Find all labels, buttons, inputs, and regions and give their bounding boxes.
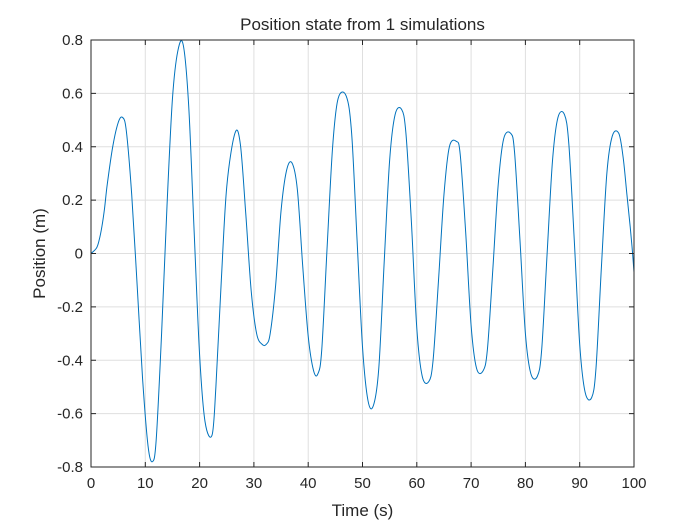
x-tick-label: 30 bbox=[246, 475, 263, 492]
plot-area bbox=[90, 40, 635, 463]
x-tick-label: 100 bbox=[621, 475, 646, 492]
y-tick-label: 0.6 bbox=[62, 85, 83, 102]
x-tick-label: 20 bbox=[191, 475, 208, 492]
y-tick-label: -0.6 bbox=[57, 406, 83, 423]
x-tick-label: 40 bbox=[300, 475, 317, 492]
y-tick-label: -0.8 bbox=[57, 459, 83, 476]
x-tick-label: 0 bbox=[87, 475, 95, 492]
x-tick-label: 60 bbox=[408, 475, 425, 492]
ticks bbox=[90, 39, 635, 468]
y-tick-label: 0.2 bbox=[62, 192, 83, 209]
x-axis-title: Time (s) bbox=[332, 501, 394, 520]
x-tick-label: 10 bbox=[137, 475, 154, 492]
y-tick-labels: -0.8 -0.6 -0.4 -0.2 0 0.2 0.4 0.6 0.8 bbox=[57, 32, 83, 476]
y-axis-title: Position (m) bbox=[30, 208, 49, 299]
y-tick-label: 0.8 bbox=[62, 32, 83, 49]
x-tick-label: 50 bbox=[354, 475, 371, 492]
x-tick-label: 80 bbox=[517, 475, 534, 492]
chart-title: Position state from 1 simulations bbox=[240, 15, 485, 34]
y-tick-label: 0.4 bbox=[62, 139, 83, 156]
y-tick-label: 0 bbox=[75, 246, 83, 263]
x-tick-label: 70 bbox=[463, 475, 480, 492]
y-tick-label: -0.2 bbox=[57, 299, 83, 316]
x-tick-label: 90 bbox=[571, 475, 588, 492]
x-tick-labels: 0 10 20 30 40 50 60 70 80 90 100 bbox=[87, 475, 647, 492]
series-line bbox=[90, 40, 635, 463]
y-tick-label: -0.4 bbox=[57, 352, 83, 369]
